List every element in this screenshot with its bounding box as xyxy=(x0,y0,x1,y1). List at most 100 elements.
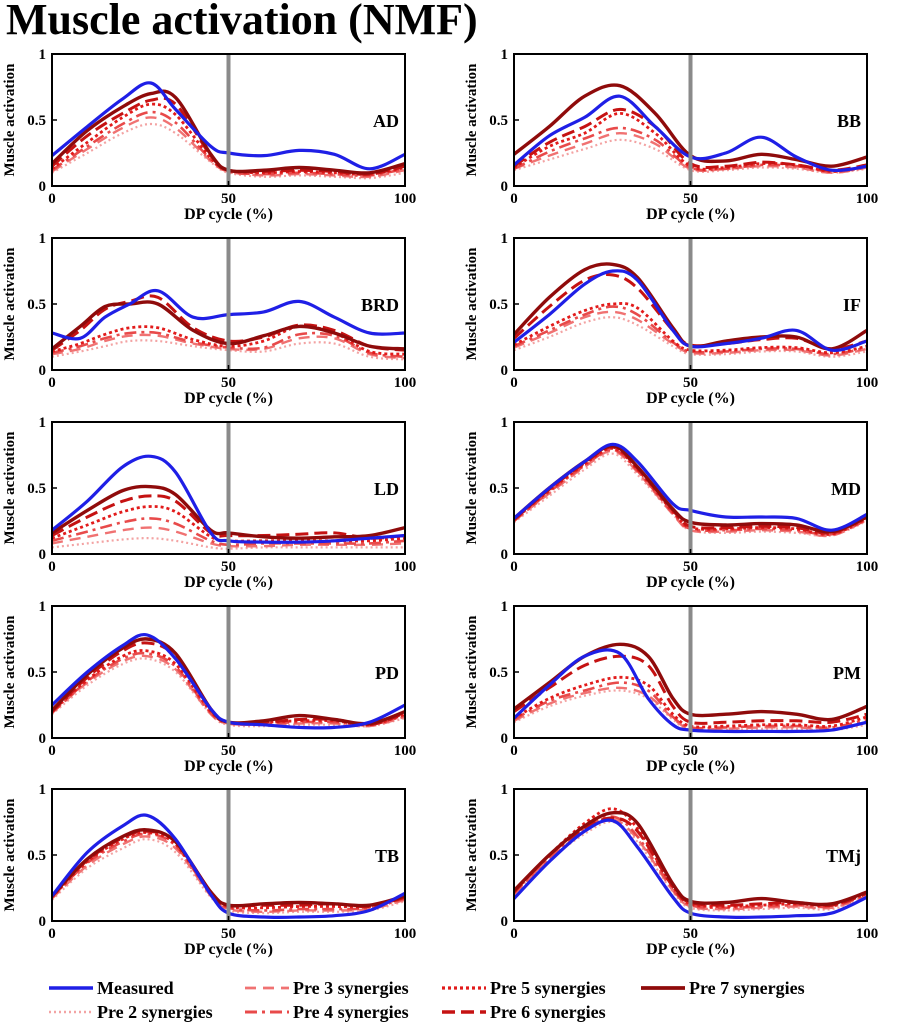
legend-label: Pre 7 synergies xyxy=(689,978,805,998)
series-line-measured xyxy=(52,454,405,544)
y-tick-label: 0 xyxy=(501,914,509,930)
x-tick-label: 0 xyxy=(510,559,518,575)
x-tick-label: 100 xyxy=(394,743,417,759)
series-line-pre7 xyxy=(52,300,405,351)
y-axis-label: Muscle activation xyxy=(2,431,18,545)
series-group xyxy=(514,262,867,358)
x-tick-label: 0 xyxy=(48,191,56,207)
series-line-pre4 xyxy=(52,330,405,359)
panel-tmj: 0 50 100 0 0.5 1 DP cycle (%) Muscle activation… xyxy=(464,782,878,958)
muscle-label: IF xyxy=(843,295,861,315)
panel-pd: 0 50 100 0 0.5 1 DP cycle (%) Muscle activation… xyxy=(2,599,416,775)
series-group xyxy=(52,81,405,180)
series-group xyxy=(52,454,405,550)
x-tick-label: 100 xyxy=(856,926,879,942)
x-tick-label: 100 xyxy=(394,926,417,942)
panel-brd: 0 50 100 0 0.5 1 DP cycle (%) Muscle activation… xyxy=(2,231,416,407)
legend-item-pre3: Pre 3 synergies xyxy=(245,978,409,998)
y-axis-label: Muscle activation xyxy=(2,798,18,912)
x-tick-label: 50 xyxy=(683,375,698,391)
series-group xyxy=(514,807,867,919)
x-axis-label: DP cycle (%) xyxy=(184,758,273,775)
muscle-label: MD xyxy=(831,479,861,499)
series-line-pre3 xyxy=(52,333,405,360)
x-tick-label: 50 xyxy=(683,559,698,575)
y-tick-label: 0 xyxy=(501,179,509,195)
y-tick-label: 0 xyxy=(39,731,47,747)
x-tick-label: 0 xyxy=(510,191,518,207)
legend-label: Pre 5 synergies xyxy=(490,978,606,998)
y-tick-label: 0 xyxy=(39,547,47,563)
series-line-measured xyxy=(514,648,867,734)
y-tick-label: 0 xyxy=(501,363,509,379)
series-line-pre6 xyxy=(52,96,405,176)
series-line-pre3 xyxy=(514,310,867,357)
y-tick-label: 0 xyxy=(501,731,509,747)
series-line-pre3 xyxy=(52,654,405,728)
series-line-pre5 xyxy=(514,675,867,729)
muscle-label: LD xyxy=(374,479,399,499)
y-tick-label: 1 xyxy=(501,599,509,615)
y-tick-label: 0.5 xyxy=(27,297,46,313)
series-group xyxy=(52,632,405,730)
series-line-measured xyxy=(514,269,867,352)
y-axis-label: Muscle activation xyxy=(464,63,480,177)
x-tick-label: 100 xyxy=(394,375,417,391)
muscle-label: AD xyxy=(373,111,399,131)
legend-item-measured: Measured xyxy=(49,978,174,998)
x-tick-label: 100 xyxy=(856,375,879,391)
y-tick-label: 0.5 xyxy=(489,297,508,313)
series-line-pre7 xyxy=(52,89,405,175)
y-axis-label: Muscle activation xyxy=(2,247,18,361)
x-tick-label: 0 xyxy=(510,743,518,759)
x-tick-label: 0 xyxy=(510,926,518,942)
series-group xyxy=(514,442,867,538)
legend-item-pre4: Pre 4 synergies xyxy=(245,1002,409,1022)
y-tick-label: 1 xyxy=(39,415,47,431)
panel-md: 0 50 100 0 0.5 1 DP cycle (%) Muscle activation… xyxy=(464,415,878,591)
series-line-pre7 xyxy=(52,828,405,908)
panel-bb: 0 50 100 0 0.5 1 DP cycle (%) Muscle activation… xyxy=(464,47,878,223)
y-tick-label: 1 xyxy=(39,47,47,63)
y-tick-label: 0 xyxy=(501,547,509,563)
x-tick-label: 100 xyxy=(394,191,417,207)
series-line-pre3 xyxy=(52,526,405,548)
muscle-label: TMj xyxy=(826,846,861,866)
muscle-label: TB xyxy=(375,846,399,866)
muscle-label: BB xyxy=(837,111,861,131)
panel-ad: 0 50 100 0 0.5 1 DP cycle (%) Muscle activation… xyxy=(2,47,416,223)
legend-item-pre7: Pre 7 synergies xyxy=(641,978,805,998)
x-tick-label: 0 xyxy=(48,743,56,759)
x-axis-label: DP cycle (%) xyxy=(646,941,735,958)
series-line-pre6 xyxy=(52,294,405,352)
series-line-pre6 xyxy=(514,654,867,725)
series-line-pre5 xyxy=(514,302,867,355)
y-tick-label: 0.5 xyxy=(489,113,508,129)
legend-label: Pre 2 synergies xyxy=(97,1002,213,1022)
x-tick-label: 50 xyxy=(221,926,236,942)
y-tick-label: 0 xyxy=(39,363,47,379)
series-line-measured xyxy=(514,442,867,532)
legend-item-pre6: Pre 6 synergies xyxy=(442,1002,606,1022)
series-line-measured xyxy=(52,288,405,341)
x-tick-label: 0 xyxy=(48,559,56,575)
y-tick-label: 0.5 xyxy=(489,665,508,681)
x-tick-label: 50 xyxy=(221,559,236,575)
muscle-label: BRD xyxy=(361,295,399,315)
y-axis-label: Muscle activation xyxy=(2,615,18,729)
x-axis-label: DP cycle (%) xyxy=(184,574,273,591)
panel-pm: 0 50 100 0 0.5 1 DP cycle (%) Muscle activation… xyxy=(464,599,878,775)
y-tick-label: 0.5 xyxy=(489,848,508,864)
series-group xyxy=(52,813,405,919)
y-tick-label: 0 xyxy=(39,179,47,195)
y-tick-label: 0.5 xyxy=(27,848,46,864)
series-line-pre7 xyxy=(52,484,405,540)
x-tick-label: 50 xyxy=(683,191,698,207)
series-line-pre4 xyxy=(52,517,405,547)
x-axis-label: DP cycle (%) xyxy=(646,206,735,223)
x-tick-label: 50 xyxy=(683,926,698,942)
panel-if: 0 50 100 0 0.5 1 DP cycle (%) Muscle activation… xyxy=(464,231,878,407)
series-line-pre2 xyxy=(52,339,405,361)
series-line-pre2 xyxy=(514,820,867,912)
